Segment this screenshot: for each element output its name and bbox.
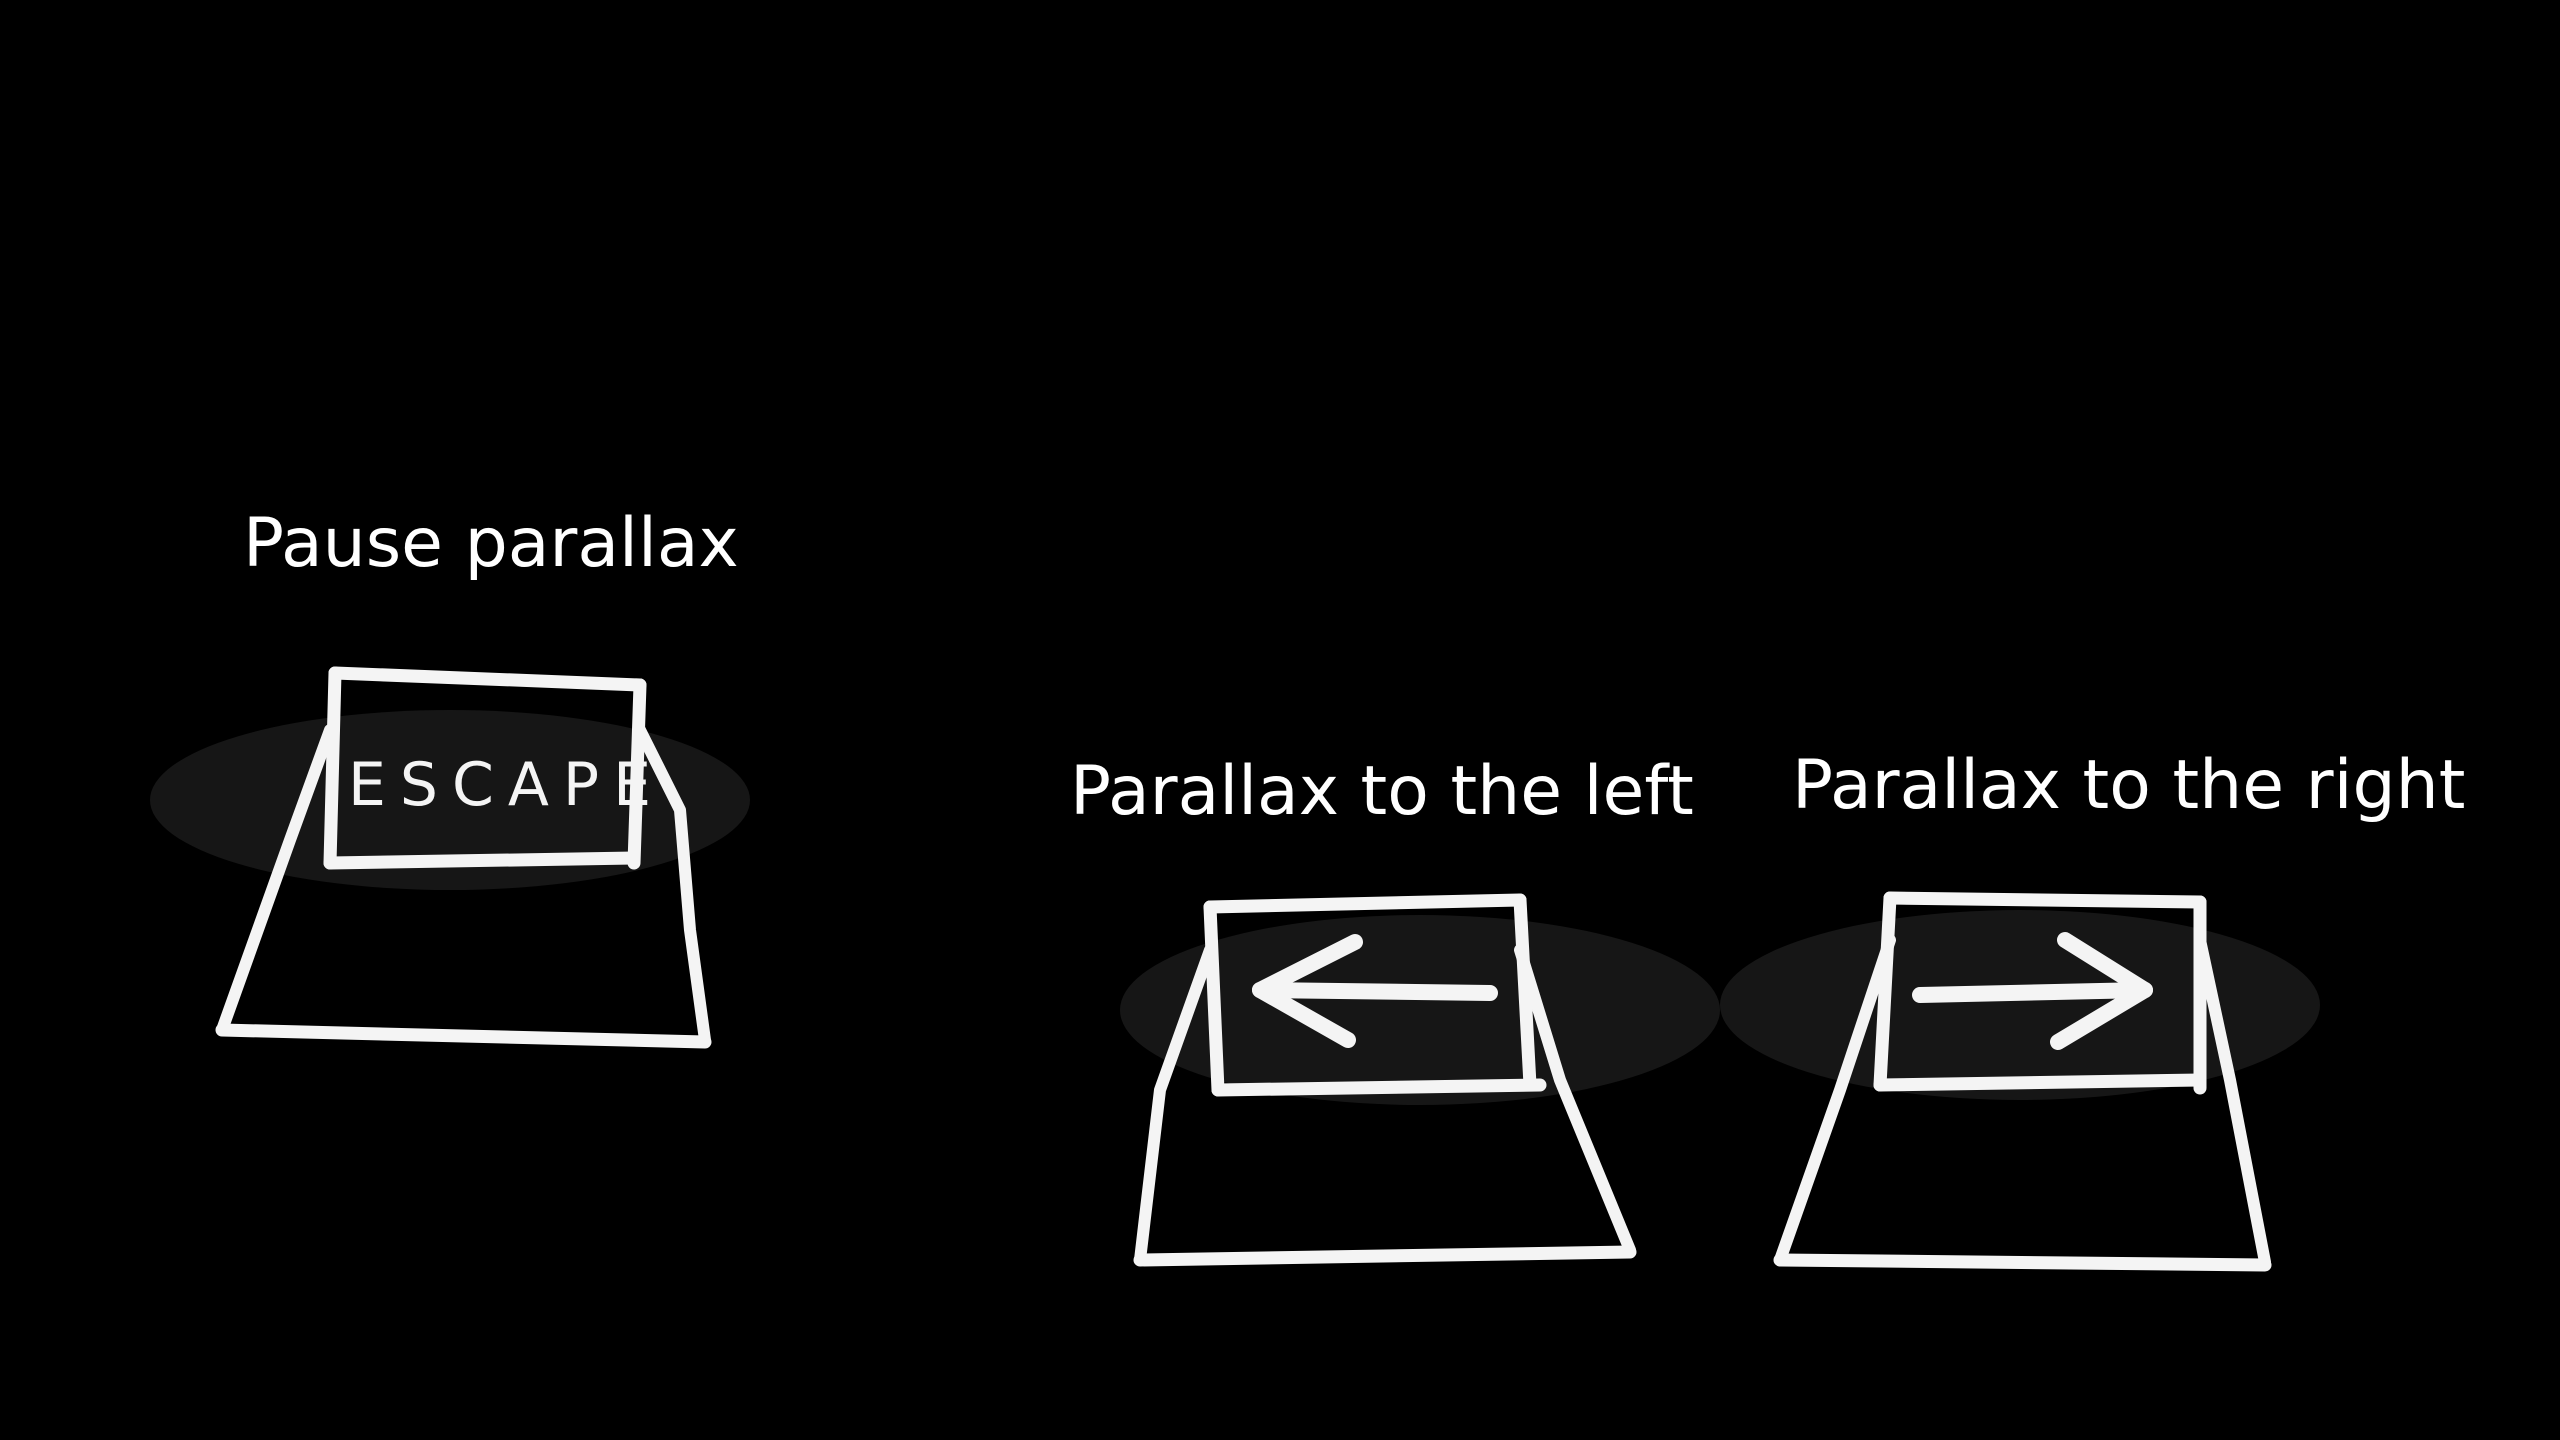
pause-parallax-label: Pause parallax	[243, 504, 739, 583]
arrow-right-icon	[1912, 932, 2153, 1050]
parallax-right-label: Parallax to the right	[1792, 746, 2466, 825]
escape-key-icon: ESCAPE	[150, 620, 790, 1080]
escape-key-label: ESCAPE	[348, 750, 665, 820]
arrow-left-key	[1090, 830, 1720, 1290]
parallax-left-label: Parallax to the left	[1070, 752, 1694, 831]
arrow-left-icon	[1252, 934, 1498, 1048]
arrow-right-key	[1720, 830, 2340, 1290]
